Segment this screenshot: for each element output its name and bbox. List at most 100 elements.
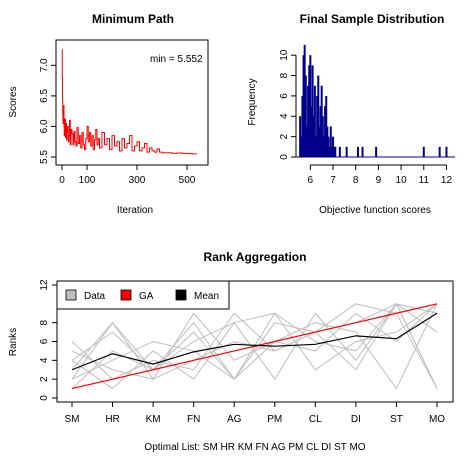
histogram-bar (361, 146, 364, 157)
minimum-path-plot-box (55, 39, 209, 166)
minimum-path-line (61, 48, 197, 155)
histogram-bar (308, 65, 311, 157)
final-sample-distribution-x-label: Objective function scores (319, 205, 431, 216)
legend-box (56, 280, 230, 310)
x-tick-label: 300 (129, 175, 146, 186)
histogram-bar (303, 45, 306, 157)
histogram-bar (317, 75, 320, 157)
histogram-bar (322, 136, 325, 157)
x-tick-label: HR (105, 414, 119, 425)
x-tick-label: 11 (419, 175, 430, 186)
histogram-bar (333, 146, 336, 157)
y-tick-label: 5.5 (39, 150, 50, 164)
x-tick-label: CL (309, 414, 322, 425)
x-tick-label: FN (187, 414, 200, 425)
x-tick-label: 10 (396, 175, 408, 186)
histogram-bar (311, 65, 314, 157)
x-tick-label: 9 (376, 175, 382, 186)
x-tick-label: 0 (59, 175, 65, 186)
ga-series-line (71, 303, 438, 390)
histogram-bar (309, 55, 312, 157)
legend-label-data: Data (84, 291, 106, 302)
histogram-bar (321, 116, 324, 157)
final-sample-distribution-panel: Final Sample Distribution Objective func… (247, 12, 455, 216)
minimum-path-title: Minimum Path (92, 12, 174, 26)
mean-series-line (71, 312, 438, 371)
legend-swatch-data (65, 289, 77, 301)
x-tick-label: 100 (79, 175, 96, 186)
histogram-bar (304, 75, 307, 157)
histogram-bar (312, 116, 315, 157)
histogram-bar (328, 146, 331, 157)
x-tick-label: DI (351, 414, 361, 425)
rank-aggregation-plot-box (56, 280, 454, 403)
minimum-path-panel: Minimum Path Iteration Scores min = 5.55… (8, 12, 209, 216)
histogram-bar (300, 136, 303, 157)
x-tick-label: 12 (441, 175, 453, 186)
data-series-line (71, 303, 438, 380)
rank-aggregation-legend: Data GA Mean (56, 280, 230, 310)
y-tick-label: 4 (279, 113, 290, 119)
y-tick-label: 10 (279, 49, 290, 61)
minimum-path-x-label: Iteration (117, 205, 153, 216)
histogram-bar (302, 55, 305, 157)
x-tick-label: 7 (330, 175, 336, 186)
x-tick-label: MO (429, 414, 445, 425)
histogram-bar (327, 136, 330, 157)
rank-aggregation-title: Rank Aggregation (204, 250, 307, 264)
histogram-bar (313, 85, 316, 157)
y-tick-label: 8 (279, 72, 290, 78)
histogram-bar (324, 106, 327, 157)
histogram-bar (438, 146, 441, 157)
rank-aggregation-y-label: Ranks (8, 328, 19, 356)
x-tick-label: 8 (353, 175, 359, 186)
histogram-bar (301, 95, 304, 157)
histogram-bar (319, 106, 322, 157)
data-series-line (71, 303, 438, 380)
legend-label-mean: Mean (194, 291, 219, 302)
y-tick-label: 2 (39, 376, 50, 382)
histogram-bar (334, 146, 337, 157)
histogram-bar (299, 116, 302, 157)
histogram-bar (326, 126, 329, 157)
histogram-bar (316, 95, 319, 157)
histogram-bar (330, 146, 333, 157)
histogram-bar (320, 85, 323, 157)
y-tick-label: 6 (39, 338, 50, 344)
y-tick-label: 8 (39, 319, 50, 325)
x-tick-label: PM (267, 414, 282, 425)
legend-swatch-ga (120, 289, 132, 301)
histogram-bar (307, 85, 310, 157)
y-tick-label: 6.0 (39, 119, 50, 133)
y-tick-label: 6 (279, 93, 290, 99)
y-tick-label: 12 (39, 279, 50, 291)
histogram-bar (375, 146, 378, 157)
y-tick-label: 0 (39, 395, 50, 401)
y-tick-label: 0 (279, 154, 290, 160)
final-sample-distribution-title: Final Sample Distribution (300, 12, 445, 26)
x-tick-label: 6 (308, 175, 314, 186)
y-tick-label: 4 (39, 357, 50, 363)
histogram-bar (318, 126, 321, 157)
x-tick-label: SM (65, 414, 80, 425)
legend-label-ga: GA (139, 291, 154, 302)
histogram-bar (315, 136, 318, 157)
histogram-bar (356, 146, 359, 157)
rank-aggregation-x-label: Optimal List: SM HR KM FN AG PM CL DI ST… (144, 442, 365, 453)
histogram-bar (422, 146, 425, 157)
histogram-bar (329, 126, 332, 157)
x-tick-label: AG (227, 414, 242, 425)
histogram-bar (345, 146, 348, 157)
y-tick-label: 2 (279, 133, 290, 139)
rank-aggregation-panel: Rank Aggregation Optimal List: SM HR KM … (8, 250, 454, 453)
y-tick-label: 6.5 (39, 89, 50, 103)
x-tick-label: 500 (179, 175, 196, 186)
histogram-bar (445, 146, 448, 157)
histogram-bar (338, 146, 341, 157)
histogram-bar (305, 126, 308, 157)
legend-swatch-mean (175, 289, 187, 301)
x-tick-label: KM (146, 414, 161, 425)
final-sample-distribution-y-label: Frequency (247, 78, 258, 125)
minimum-path-y-label: Scores (8, 86, 19, 117)
